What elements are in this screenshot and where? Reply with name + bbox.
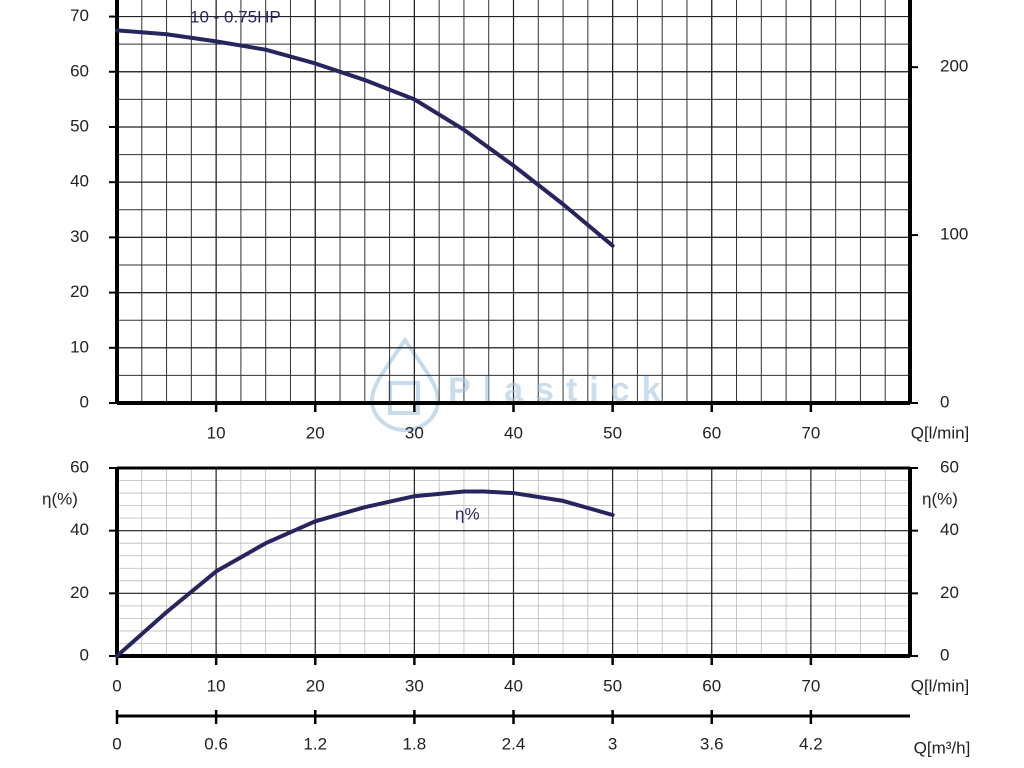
y2-tick-label: 200 <box>940 57 968 76</box>
y-tick-label: 20 <box>70 282 89 301</box>
x-tick-label: 30 <box>405 423 424 442</box>
x-axis-label: Q[l/min] <box>911 676 970 695</box>
x-tick-label: 10 <box>207 423 226 442</box>
y-tick-label: 50 <box>70 116 89 135</box>
x-tick-label: 40 <box>504 423 523 442</box>
y2-tick-label: 0 <box>940 645 949 664</box>
x2-tick-label: 1.8 <box>403 734 427 753</box>
y-tick-label: 70 <box>70 6 89 25</box>
y2-tick-label: 40 <box>940 520 959 539</box>
y2-axis-label: η(%) <box>922 489 958 508</box>
y-tick-label: 0 <box>80 645 89 664</box>
x-tick-label: 70 <box>801 423 820 442</box>
watermark: Plastick <box>448 371 673 409</box>
y2-tick-label: 100 <box>940 225 968 244</box>
x2-tick-label: 2.4 <box>502 734 526 753</box>
y-axis-label: η(%) <box>42 489 78 508</box>
y-tick-label: 0 <box>80 392 89 411</box>
y-tick-label: 10 <box>70 337 89 356</box>
x-tick-label: 60 <box>702 423 721 442</box>
x2-tick-label: 0 <box>112 734 121 753</box>
y-tick-label: 60 <box>70 61 89 80</box>
x-tick-label: 40 <box>504 676 523 695</box>
x2-tick-label: 1.2 <box>303 734 327 753</box>
x-tick-label: 50 <box>603 423 622 442</box>
x-tick-label: 10 <box>207 676 226 695</box>
y-tick-label: 40 <box>70 520 89 539</box>
x2-tick-label: 4.2 <box>799 734 823 753</box>
x-tick-label: 50 <box>603 676 622 695</box>
y-tick-label: 30 <box>70 227 89 246</box>
y-tick-label: 60 <box>70 457 89 476</box>
y-tick-label: 20 <box>70 583 89 602</box>
x2-tick-label: 3.6 <box>700 734 724 753</box>
x-tick-label: 20 <box>306 676 325 695</box>
x-tick-label: 60 <box>702 676 721 695</box>
x-tick-label: 30 <box>405 676 424 695</box>
series-label: η% <box>455 504 480 523</box>
x2-tick-label: 0.6 <box>204 734 228 753</box>
x-tick-label: 70 <box>801 676 820 695</box>
x-axis-label: Q[l/min] <box>911 423 970 442</box>
x2-axis-label: Q[m³/h] <box>914 738 971 757</box>
curve <box>115 28 615 248</box>
y2-tick-label: 20 <box>940 583 959 602</box>
y2-tick-label: 0 <box>940 392 949 411</box>
y-tick-label: 40 <box>70 172 89 191</box>
x-tick-label: 20 <box>306 423 325 442</box>
logo <box>369 336 441 432</box>
x-tick-label: 0 <box>112 676 121 695</box>
x2-tick-label: 3 <box>608 734 617 753</box>
series-label: 10 - 0.75HP <box>190 7 281 26</box>
curve <box>115 489 615 658</box>
y2-tick-label: 60 <box>940 457 959 476</box>
